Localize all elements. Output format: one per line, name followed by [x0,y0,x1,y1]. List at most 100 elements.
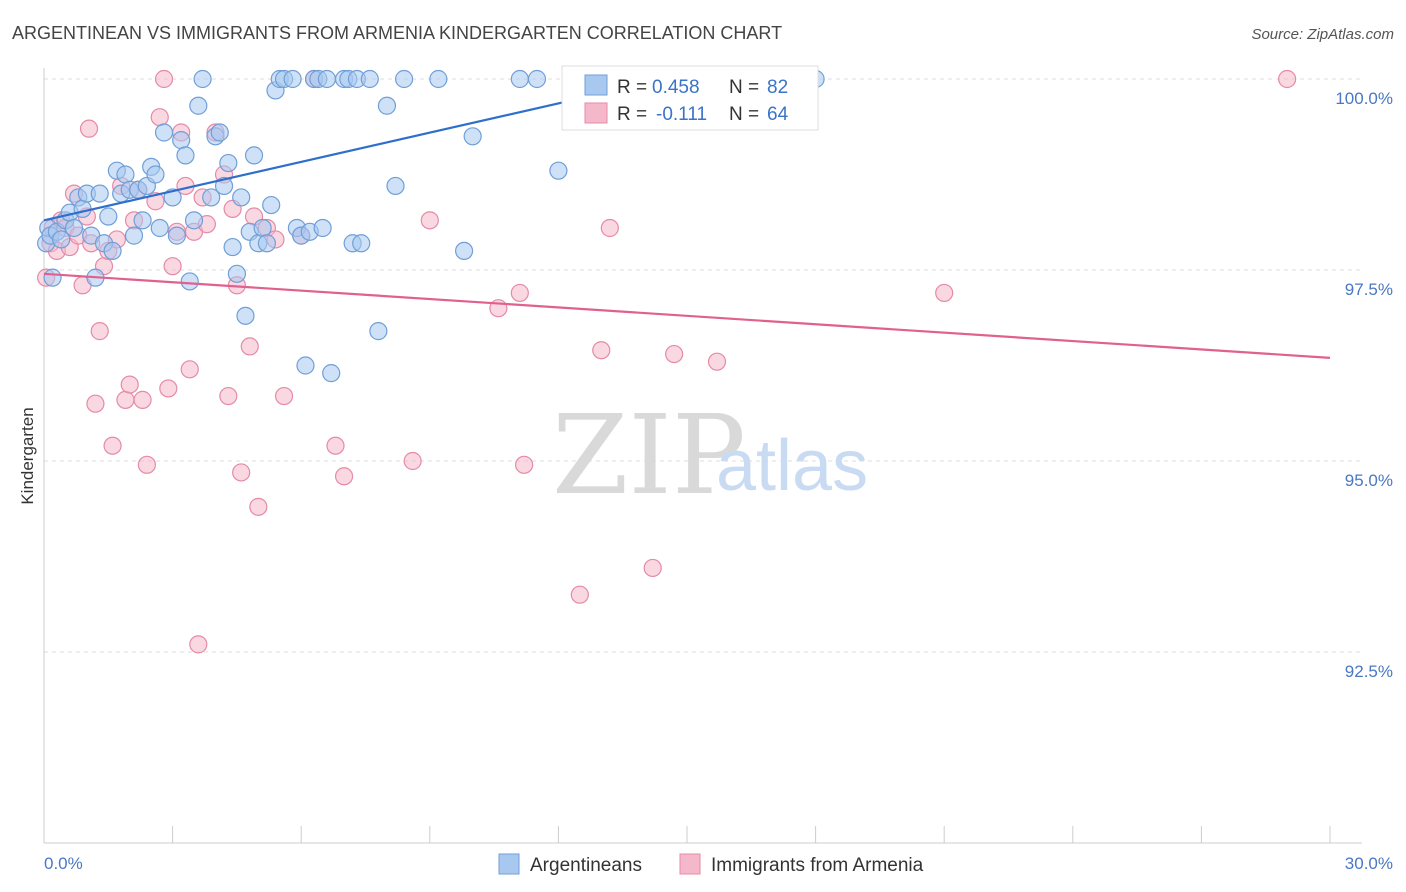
chart-source: Source: ZipAtlas.com [1251,26,1394,43]
armenia-point-28 [154,69,174,89]
armenia-point-30 [163,257,182,276]
armenia-point-45 [240,337,259,356]
argentineans-point-63 [313,218,332,238]
x-axis-ticks [43,826,1331,843]
armenia-trend-line [43,272,1331,359]
armenia-point-65 [707,352,727,371]
legend-r-value-1: 0.458 [652,77,700,98]
argentineans-point-40 [210,123,229,142]
argentineans-point-80 [527,69,547,89]
argentineans-point-70 [352,234,371,253]
armenia-point-21 [120,375,139,394]
series-argentineans-points [37,69,825,383]
legend-r-label-2: R = [617,104,647,125]
armenia-point-20 [116,390,135,409]
y-axis-label: Kindergarten [18,407,37,504]
x-tick-label-30: 30.0% [1345,854,1393,873]
legend-r-label-1: R = [617,77,647,98]
argentineans-point-37 [193,69,212,89]
bottom-legend-swatch-argentineans [498,853,520,875]
series-legend: Argentineans Immigrants from Armenia [498,853,924,876]
armenia-point-17 [103,436,122,455]
armenia-point-13 [86,394,105,413]
argentineans-point-33 [176,146,195,165]
argentineans-point-52 [262,195,281,215]
armenia-point-54 [334,467,354,486]
gridlines [44,78,1362,653]
argentineans-point-38 [202,188,221,207]
argentineans-point-43 [223,237,242,257]
argentineans-point-34 [180,272,199,291]
argentineans-point-81 [549,161,568,180]
argentineans-point-31 [167,226,186,245]
armenia-point-25 [137,455,156,474]
legend-n-value-1: 82 [767,77,788,98]
armenia-point-58 [510,283,529,303]
argentineans-point-73 [377,96,397,115]
argentineans-point-56 [283,69,302,89]
legend-r-value-2: -0.111 [656,104,707,125]
argentineans-point-3 [43,268,62,287]
legend-n-label-1: N = [729,77,759,98]
argentineans-point-78 [463,127,482,146]
armenia-point-63 [643,558,662,578]
argentineans-point-72 [369,322,388,341]
argentineans-point-27 [146,165,165,184]
argentineans-point-48 [244,146,264,165]
watermark-zip: ZIP [552,391,746,519]
legend-n-label-2: N = [729,104,759,125]
armenia-point-36 [189,635,208,654]
argentineans-point-65 [322,364,341,383]
argentineans-point-74 [386,176,405,196]
bottom-legend-armenia: Immigrants from Armenia [711,855,924,876]
correlation-legend: R = 0.458 N = 82 R = -0.111 N = 64 [561,65,819,131]
argentineans-point-44 [227,264,246,283]
argentineans-point-45 [232,188,251,207]
legend-swatch-argentineans [584,74,608,96]
bottom-legend-argentineans: Argentineans [530,855,642,876]
argentineans-point-71 [360,69,379,89]
armenia-point-29 [159,379,178,398]
x-tick-label-0: 0.0% [44,854,83,873]
armenia-point-60 [570,585,589,604]
argentineans-point-28 [150,218,169,238]
armenia-point-50 [274,386,294,406]
armenia-point-24 [133,390,152,409]
y-tick-label-95: 95.0% [1345,471,1393,490]
argentineans-point-17 [103,241,122,260]
bottom-legend-swatch-armenia [679,853,701,875]
armenia-point-47 [249,497,268,516]
armenia-point-14 [90,322,109,341]
argentineans-point-64 [317,69,337,89]
y-tick-label-92-5: 92.5% [1345,662,1393,681]
argentineans-point-24 [133,211,152,230]
armenia-point-56 [420,211,439,230]
argentineans-point-59 [296,356,315,375]
armenia-point-67 [1278,69,1297,89]
argentineans-point-10 [73,199,92,218]
watermark-atlas: atlas [716,426,868,506]
armenia-point-11 [79,119,99,138]
argentineans-point-36 [189,96,208,115]
argentineans-point-42 [219,153,238,173]
argentineans-point-35 [184,211,204,230]
argentineans-point-75 [394,69,414,89]
y-tick-label-100: 100.0% [1335,89,1393,108]
argentineans-point-50 [253,218,272,238]
argentineans-point-8 [64,218,84,238]
legend-n-value-2: 64 [767,104,789,125]
argentineans-point-20 [116,165,135,184]
armenia-point-64 [665,344,684,364]
legend-swatch-armenia [584,102,608,124]
armenia-point-55 [403,451,422,471]
argentineans-point-32 [172,131,191,150]
armenia-point-66 [935,283,954,303]
argentineans-point-16 [99,207,118,226]
armenia-point-41 [219,386,238,406]
armenia-point-61 [592,341,611,360]
argentineans-point-14 [90,184,109,203]
armenia-point-27 [150,108,169,127]
armenia-point-34 [180,360,199,379]
argentineans-point-5 [52,230,71,249]
